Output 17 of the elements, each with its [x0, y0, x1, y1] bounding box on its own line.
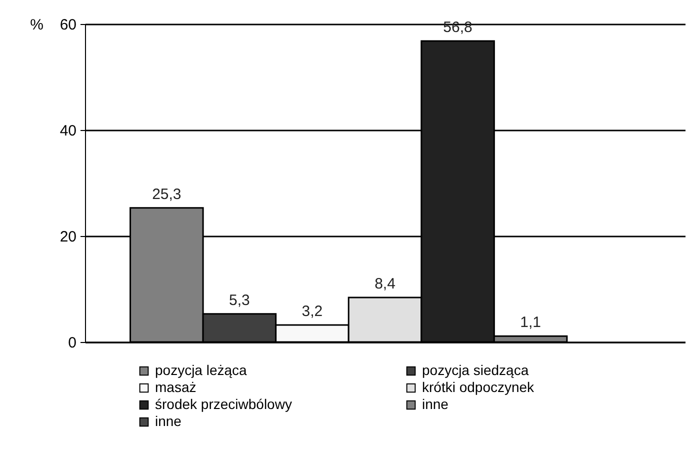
legend-label: środek przeciwbólowy [155, 396, 292, 412]
data-label: 25,3 [152, 186, 182, 203]
legend-label: krótki odpoczynek [422, 379, 536, 395]
data-label: 5,3 [229, 292, 250, 309]
legend-label: inne [155, 413, 182, 429]
y-tick-label: 0 [68, 334, 76, 352]
legend-label: masaż [155, 379, 196, 395]
y-tick-label: 60 [60, 16, 76, 34]
data-label: 8,4 [374, 275, 396, 292]
legend-label: pozycja leżąca [155, 362, 248, 378]
legend-label: inne [422, 396, 449, 412]
legend-label: pozycja siedząca [422, 362, 529, 378]
y-tick-label: 40 [60, 122, 76, 140]
data-label: 3,2 [302, 303, 323, 320]
y-tick-label: 20 [60, 228, 76, 246]
data-label: 1,1 [520, 314, 541, 332]
y-axis-title: % [30, 16, 44, 34]
